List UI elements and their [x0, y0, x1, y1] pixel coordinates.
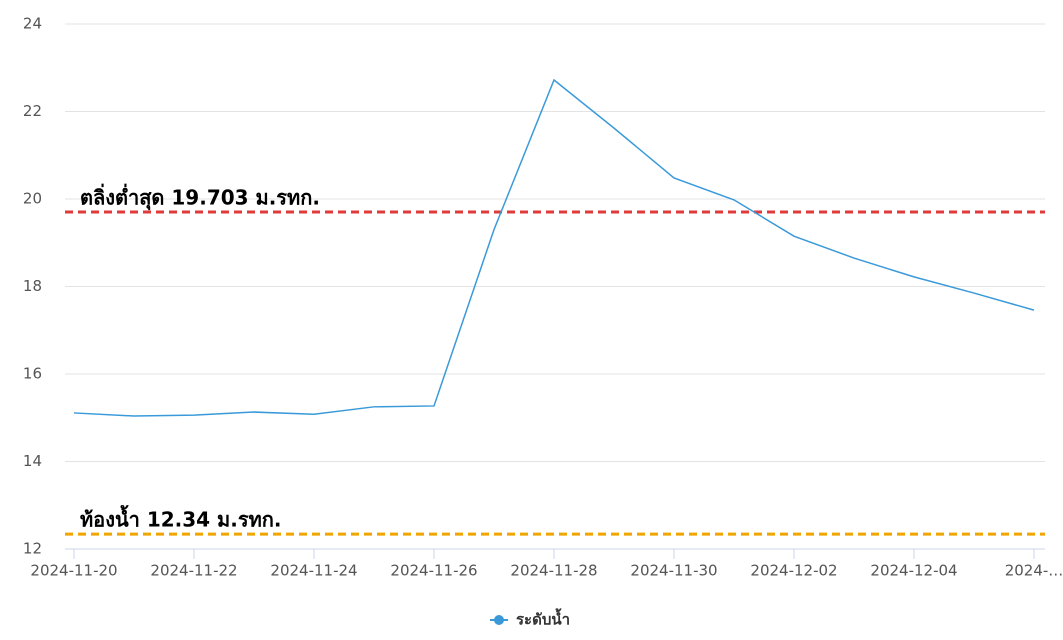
x-tick-label: 2024-11-28: [510, 562, 597, 580]
y-tick-label: 20: [23, 190, 42, 208]
legend-label: ระดับน้ำ: [516, 608, 570, 629]
y-tick-label: 22: [23, 102, 42, 120]
y-tick-label: 16: [23, 365, 42, 383]
x-tick-label: 2024-12-02: [750, 562, 837, 580]
x-tick-label: 2024-12-04: [870, 562, 957, 580]
x-tick-label: 2024-…: [1005, 562, 1063, 580]
x-tick-label: 2024-11-30: [630, 562, 717, 580]
reference-label: ท้องน้ำ 12.34 ม.รทก.: [80, 505, 281, 532]
x-tick-label: 2024-11-26: [390, 562, 477, 580]
x-tick-label: 2024-11-20: [30, 562, 117, 580]
y-tick-label: 14: [23, 452, 42, 470]
x-tick-label: 2024-11-22: [150, 562, 237, 580]
legend-marker: [494, 615, 504, 625]
y-tick-label: 12: [23, 540, 42, 558]
reference-label: ตลิ่งต่ำสุด 19.703 ม.รทก.: [80, 182, 320, 210]
y-tick-label: 18: [23, 277, 42, 295]
x-tick-label: 2024-11-24: [270, 562, 357, 580]
y-tick-label: 24: [23, 15, 42, 33]
data-line: [73, 78, 1035, 417]
